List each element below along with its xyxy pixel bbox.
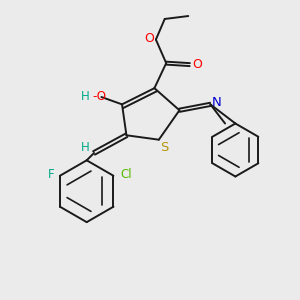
Text: O: O	[192, 58, 202, 71]
Text: N: N	[212, 96, 222, 110]
Text: S: S	[160, 141, 168, 154]
Text: H: H	[81, 91, 90, 103]
Text: F: F	[48, 168, 54, 181]
Text: H: H	[81, 141, 90, 154]
Text: O: O	[145, 32, 154, 45]
Text: -O: -O	[93, 91, 106, 103]
Text: Cl: Cl	[120, 168, 132, 181]
